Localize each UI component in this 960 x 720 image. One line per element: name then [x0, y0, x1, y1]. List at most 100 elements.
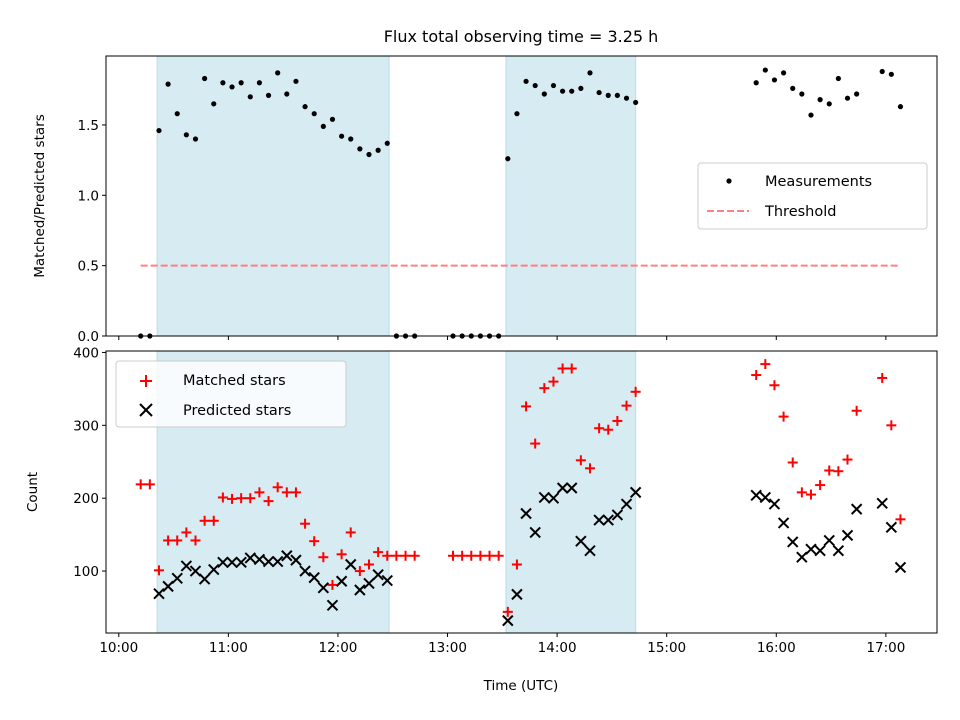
measurement-point [771, 77, 778, 83]
predicted-star-point [290, 554, 302, 566]
measurement-point [284, 91, 290, 97]
predicted-star-point [556, 482, 569, 494]
matched-star-point [760, 359, 771, 370]
measurement-point [817, 97, 823, 103]
predicted-star-point [894, 561, 907, 574]
measurement-point [275, 70, 281, 76]
matched-star-point [345, 527, 356, 538]
measurement-point [569, 88, 575, 94]
predicted-star-point [566, 482, 578, 494]
predicted-star-point [750, 489, 762, 501]
matched-star-point [466, 550, 477, 561]
predicted-star-point [777, 517, 790, 529]
measurement-point [211, 101, 217, 107]
top-panel: 0.0 0.5 1.0 1.5 Matched/Predicted stars Mea… [32, 55, 938, 345]
measurement-point [156, 127, 162, 134]
predicted-legend-marker [139, 403, 153, 417]
x-tick-label: 10:00 [99, 640, 138, 656]
predicted-star-point [198, 573, 211, 585]
predicted-star-point [502, 614, 514, 627]
measurement-point [587, 70, 593, 76]
bottom-x-ticks: 10:00 11:00 12:00 13:00 14:00 15:00 16:00 17:00 [99, 633, 905, 656]
predicted-star-point [805, 543, 817, 555]
bottom-y-axis-label: Count [25, 472, 41, 512]
matched-star-point [824, 465, 835, 476]
predicted-star-point [189, 565, 202, 577]
measurements-series [138, 67, 904, 339]
predicted-star-point [226, 556, 238, 569]
measurement-point [523, 78, 529, 84]
y-tick-label: 400 [73, 345, 99, 361]
matched-star-point [566, 363, 577, 374]
predicted-star-point [759, 491, 772, 504]
y-tick-label: 1.5 [78, 118, 99, 134]
predicted-star-point [171, 572, 183, 585]
matched-star-point [227, 493, 238, 504]
predicted-star-point [244, 552, 256, 564]
predicted-star-point [381, 574, 393, 587]
top-legend: Measurements Threshold [697, 162, 928, 230]
measurement-point [183, 132, 189, 138]
measurement-point [762, 67, 768, 73]
matched-star-point [199, 515, 210, 526]
measurement-point [532, 82, 538, 89]
y-tick-label: 0.5 [78, 259, 99, 275]
measurement-point [897, 104, 904, 110]
legend-measurements: Measurements [765, 174, 872, 190]
measurement-point [192, 136, 199, 142]
matched-star-point [621, 400, 632, 411]
matched-star-point [172, 535, 183, 546]
measurement-point [633, 99, 639, 106]
y-tick-label: 300 [73, 418, 99, 434]
measurement-point [605, 92, 611, 98]
predicted-star-point [180, 560, 193, 572]
x-axis-label: Time (UTC) [483, 678, 559, 694]
measurement-point [311, 111, 317, 117]
measurement-point [559, 88, 566, 94]
measurement-point [596, 89, 602, 96]
measurement-point [505, 156, 511, 162]
matched-star-point [521, 401, 532, 412]
predicted-star-point [317, 582, 330, 594]
top-legend-box [697, 162, 928, 230]
predicted-star-point [832, 544, 845, 557]
matched-star-point [448, 550, 459, 561]
matched-star-point [475, 550, 486, 561]
predicted-star-point [768, 498, 781, 510]
predicted-star-point [841, 529, 854, 542]
measurement-point [790, 85, 796, 91]
matched-star-point [842, 454, 853, 465]
matched-star-point [877, 372, 888, 383]
matched-star-point [484, 550, 495, 561]
legend-predicted-stars: Predicted stars [183, 403, 291, 419]
predicted-star-point [335, 575, 348, 587]
predicted-star-point [593, 514, 605, 526]
matched-star-point [336, 549, 347, 560]
matched-star-point [290, 487, 301, 498]
matched-star-point [511, 559, 522, 570]
matched-star-point [309, 536, 320, 547]
measurement-point [320, 123, 326, 129]
y-tick-label: 200 [73, 491, 99, 507]
predicted-star-point [850, 503, 863, 515]
predicted-star-point [217, 556, 229, 569]
measurement-point [514, 111, 520, 117]
y-tick-label: 100 [73, 564, 99, 580]
measurement-point [339, 133, 345, 139]
top-axes-frame [105, 55, 938, 337]
predicted-star-point [354, 584, 366, 596]
matched-star-point [144, 479, 155, 490]
matched-star-point [895, 514, 906, 525]
matched-star-point [391, 550, 402, 561]
matched-star-point [815, 480, 826, 491]
matched-star-point [805, 489, 816, 500]
measurement-point [256, 80, 263, 86]
measurement-point [550, 82, 557, 89]
bottom-legend-box [115, 360, 347, 428]
measurement-point [202, 75, 208, 82]
predicted-star-point [584, 544, 596, 557]
matched-star-point [594, 423, 605, 434]
matched-star-point [539, 383, 550, 394]
measurement-point [220, 80, 226, 86]
